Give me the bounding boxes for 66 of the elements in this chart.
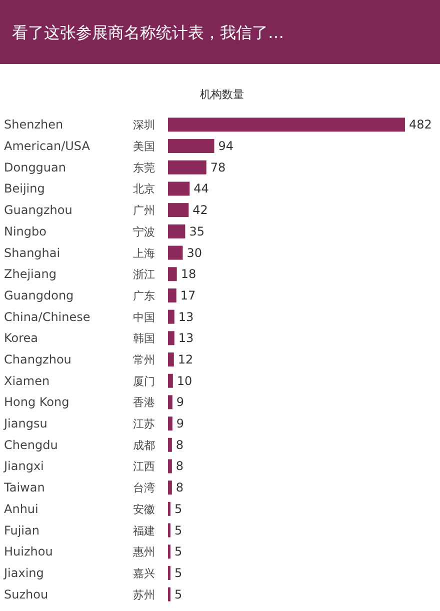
bar — [168, 459, 172, 474]
category-label: Beijing 北京 — [4, 182, 155, 196]
bar — [168, 160, 206, 174]
data-label: 8 — [176, 438, 184, 452]
bar — [168, 118, 405, 132]
data-label: 8 — [176, 459, 184, 474]
bar — [168, 139, 214, 154]
data-label: 35 — [189, 224, 204, 238]
data-label: 9 — [176, 416, 184, 431]
category-label: Fujian 福建 — [4, 523, 155, 538]
bar — [168, 267, 177, 282]
data-label: 13 — [178, 310, 194, 324]
bar — [168, 374, 173, 388]
bar — [168, 246, 183, 260]
bar — [168, 480, 172, 495]
category-label: Anhui 安徽 — [4, 502, 155, 516]
data-label: 5 — [174, 544, 182, 559]
data-label: 5 — [174, 523, 182, 538]
bar — [168, 416, 172, 431]
data-label: 44 — [194, 182, 209, 196]
category-label: Huizhou 惠州 — [4, 544, 155, 559]
bar — [168, 224, 186, 238]
bar — [168, 352, 174, 366]
category-label: Jiangxi 江西 — [4, 459, 155, 474]
data-label: 482 — [409, 118, 432, 132]
bar — [168, 182, 190, 196]
data-label: 30 — [186, 246, 202, 260]
data-label: 5 — [174, 566, 182, 580]
bar — [168, 331, 174, 346]
category-label: Ningbo 宁波 — [4, 224, 155, 238]
category-label: Jiaxing 嘉兴 — [4, 566, 155, 580]
data-label: 12 — [178, 352, 194, 366]
data-label: 17 — [180, 288, 196, 302]
category-label: American/USA 美国 — [4, 139, 155, 154]
data-label: 42 — [192, 203, 208, 218]
data-label: 13 — [178, 331, 194, 346]
category-label: Hong Kong 香港 — [4, 395, 155, 410]
data-label: 94 — [218, 139, 234, 154]
category-label: Suzhou 苏州 — [4, 587, 155, 602]
y-axis-title: 机构数量 — [200, 88, 244, 101]
bar — [168, 288, 176, 302]
data-label: 8 — [176, 480, 184, 495]
category-label: Dongguan 东莞 — [4, 160, 155, 174]
category-label: Guangdong 广东 — [4, 288, 155, 302]
data-label: 5 — [174, 502, 182, 516]
category-label: Shenzhen 深圳 — [4, 118, 155, 132]
category-label: Shanghai 上海 — [4, 246, 155, 260]
bar — [168, 438, 172, 452]
bar — [168, 203, 189, 218]
bar — [168, 395, 172, 410]
category-label: Taiwan 台湾 — [4, 480, 155, 495]
category-label: Jiangsu 江苏 — [4, 416, 155, 431]
data-label: 18 — [180, 267, 196, 282]
chart-title: 看了这张参展商名称统计表，我信了… — [12, 23, 284, 42]
category-label: Chengdu 成都 — [4, 438, 155, 452]
category-label: Guangzhou 广州 — [4, 203, 155, 218]
category-label: Xiamen 厦门 — [4, 374, 155, 388]
data-label: 10 — [176, 374, 192, 388]
category-label: Changzhou 常州 — [4, 352, 155, 366]
data-label: 5 — [174, 587, 182, 602]
category-label: China/Chinese 中国 — [4, 310, 155, 324]
category-label: Korea 韩国 — [4, 331, 155, 346]
data-label: 78 — [210, 160, 226, 174]
bar — [168, 310, 174, 324]
data-label: 9 — [176, 395, 184, 410]
category-label: Zhejiang 浙江 — [4, 267, 155, 282]
